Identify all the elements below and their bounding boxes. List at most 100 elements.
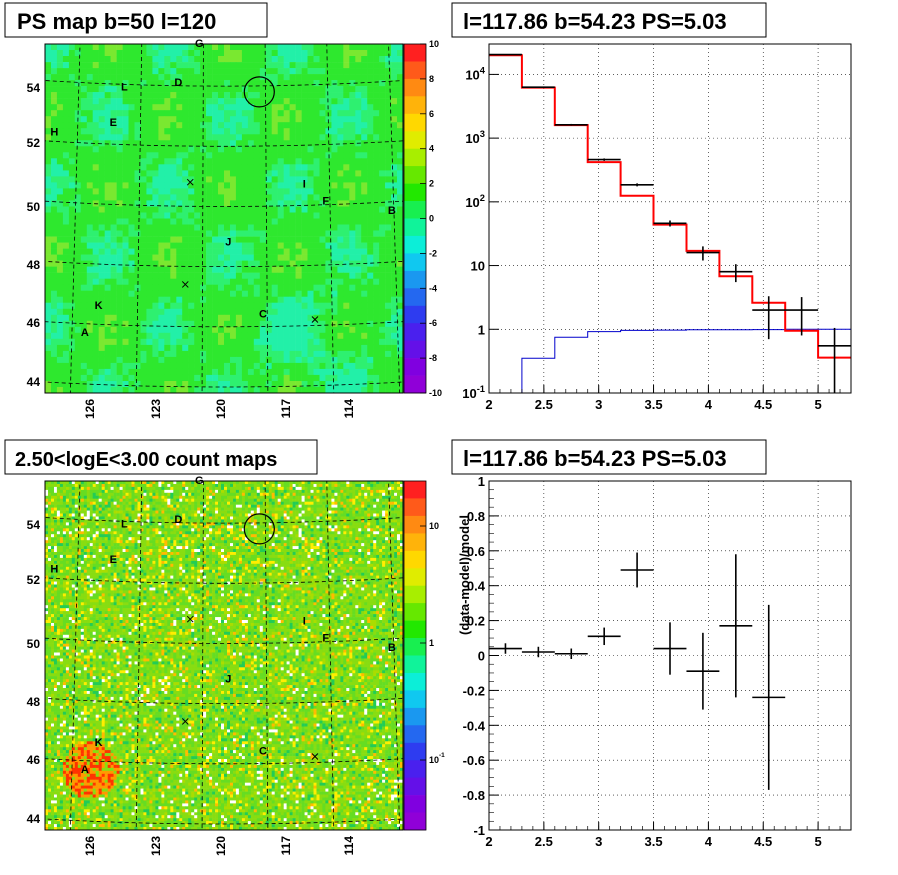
map-cell	[319, 68, 326, 75]
map-cell	[137, 507, 141, 511]
map-cell	[241, 98, 249, 105]
map-cell	[265, 326, 273, 334]
map-cell	[277, 98, 284, 105]
map-cell	[379, 68, 386, 75]
map-cell	[116, 326, 123, 334]
map-cell	[68, 212, 76, 219]
map-cell	[265, 387, 273, 393]
map-cell	[80, 332, 88, 340]
map-cell	[250, 504, 255, 508]
map-cell	[397, 104, 403, 111]
map-cell	[167, 489, 171, 494]
map-cell	[110, 128, 117, 135]
map-cell	[379, 296, 386, 304]
map-cell	[397, 350, 403, 358]
map-cell	[319, 86, 326, 93]
map-cell	[367, 272, 374, 280]
map-cell	[89, 486, 94, 491]
map-cell	[56, 188, 64, 195]
map-cell	[68, 146, 76, 153]
map-cell	[277, 308, 284, 316]
ps-map-title-box	[4, 2, 268, 38]
lon-tick-label: 126	[83, 399, 97, 419]
map-cell	[238, 489, 243, 494]
map-cell	[218, 296, 225, 304]
map-cell	[68, 74, 76, 81]
map-cell	[361, 326, 368, 334]
spectrum-xtick-label: 3.5	[645, 397, 663, 412]
map-cell	[128, 368, 135, 376]
map-cell	[325, 200, 332, 207]
map-cell	[122, 80, 129, 87]
map-cell	[313, 381, 320, 388]
map-cell	[92, 495, 96, 500]
map-cell	[307, 62, 314, 69]
map-cell	[45, 44, 52, 51]
map-cell	[367, 116, 374, 123]
map-cell	[176, 140, 183, 147]
map-cell	[364, 481, 368, 485]
map-cell	[176, 486, 180, 491]
map-cell	[104, 320, 111, 328]
map-cell	[397, 62, 403, 69]
map-cell	[128, 242, 135, 249]
map-cell	[367, 74, 374, 81]
map-cell	[122, 387, 129, 393]
map-cell	[391, 56, 398, 63]
map-cell	[313, 110, 320, 117]
map-cell	[295, 320, 302, 328]
map-cell	[176, 326, 183, 334]
map-cell	[92, 504, 96, 508]
map-cell	[235, 218, 243, 225]
map-cell	[298, 484, 302, 488]
map-cell	[259, 50, 267, 57]
map-cell	[212, 356, 219, 364]
map-cell	[56, 182, 64, 189]
map-cell	[122, 484, 126, 488]
map-cell	[289, 206, 296, 213]
map-cell	[349, 242, 356, 249]
map-cell	[218, 140, 225, 147]
map-cell	[313, 86, 320, 93]
map-cell	[235, 302, 243, 310]
map-cell	[113, 492, 117, 497]
map-cell	[68, 344, 76, 352]
map-cell	[224, 278, 231, 286]
map-cell	[80, 176, 88, 183]
map-cell	[51, 284, 58, 292]
map-cell	[379, 338, 386, 346]
map-cell	[331, 50, 338, 57]
map-cell	[253, 164, 261, 171]
map-cell	[218, 481, 222, 485]
map-cell	[250, 507, 255, 511]
map-cell	[110, 146, 117, 153]
map-cell	[140, 492, 144, 497]
map-cell	[176, 510, 180, 514]
map-cell	[170, 387, 177, 393]
map-cell	[158, 484, 162, 488]
map-cell	[373, 362, 380, 370]
map-cell	[212, 290, 219, 298]
map-cell	[152, 44, 159, 51]
map-cell	[241, 489, 246, 494]
map-cell	[116, 332, 123, 340]
map-cell	[140, 56, 147, 63]
map-cell	[212, 481, 216, 485]
map-cell	[56, 56, 64, 63]
map-cell	[253, 320, 261, 328]
map-cell	[56, 254, 64, 261]
map-cell	[361, 484, 365, 488]
map-cell	[337, 492, 341, 497]
map-cell	[206, 362, 213, 370]
map-cell	[92, 230, 99, 237]
map-cell	[170, 74, 177, 81]
map-cell	[337, 92, 344, 99]
map-cell	[80, 206, 88, 213]
map-cell	[122, 218, 129, 225]
map-cell	[140, 218, 147, 225]
map-cell	[146, 86, 153, 93]
map-cell	[367, 314, 374, 322]
map-cell	[212, 146, 219, 153]
map-cell	[289, 188, 296, 195]
map-cell	[62, 302, 70, 310]
